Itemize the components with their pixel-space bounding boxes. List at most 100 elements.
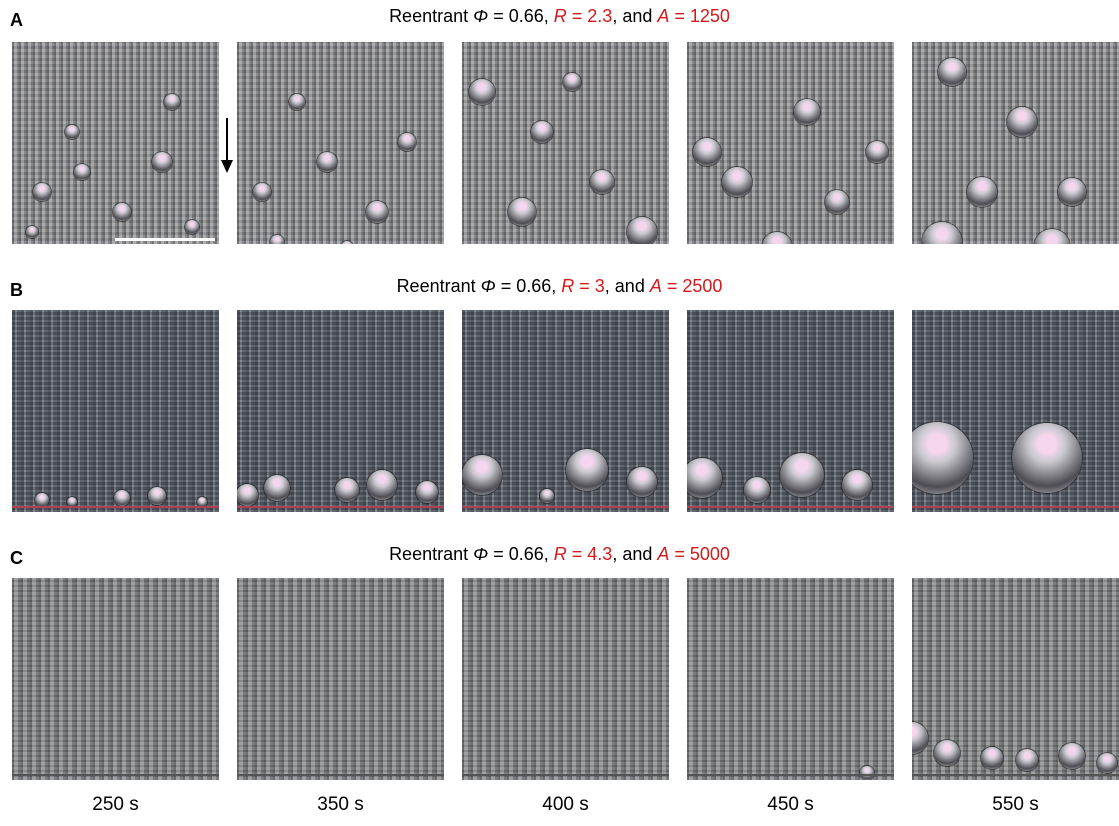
title-value: = 2500: [662, 276, 723, 296]
title-text: = 0.66,: [496, 276, 562, 296]
droplet: [1034, 229, 1070, 244]
droplet: [563, 73, 581, 91]
photo: [687, 42, 894, 244]
photo: [912, 310, 1119, 512]
droplet: [825, 190, 849, 214]
droplet: [341, 241, 353, 244]
droplet: [967, 177, 997, 207]
baseline: [12, 506, 219, 508]
droplet: [722, 167, 752, 197]
photo: [912, 42, 1119, 244]
droplet: [938, 58, 966, 86]
photo: [12, 42, 219, 244]
droplet: [531, 121, 553, 143]
photo: [12, 310, 219, 512]
time-label: 450 s: [687, 794, 894, 816]
droplet: [74, 164, 90, 180]
droplet: [26, 226, 38, 238]
droplet: [922, 222, 962, 244]
baseline: [462, 506, 669, 508]
photo: [912, 578, 1119, 780]
droplet: [113, 203, 131, 221]
title-symbol: R: [554, 6, 567, 26]
baseline: [912, 774, 1119, 776]
droplet: [1058, 178, 1086, 206]
title-text: = 0.66,: [488, 544, 554, 564]
droplet: [508, 198, 536, 226]
droplet: [762, 232, 792, 244]
droplet: [367, 470, 397, 500]
droplet: [416, 481, 438, 503]
title-symbol: A: [657, 6, 669, 26]
title-text: , and: [612, 6, 657, 26]
droplet: [237, 484, 258, 506]
title-text: Reentrant: [389, 6, 473, 26]
photo: [687, 310, 894, 512]
droplet: [566, 449, 608, 491]
baseline: [462, 774, 669, 776]
droplet: [627, 217, 657, 244]
photo: [687, 578, 894, 780]
droplet: [289, 94, 305, 110]
baseline: [687, 774, 894, 776]
title-symbol: Φ: [481, 276, 496, 296]
droplet: [164, 94, 180, 110]
droplet: [1012, 423, 1082, 493]
droplet: [866, 141, 888, 163]
title-value: = 4.3: [567, 544, 613, 564]
title-value: = 2.3: [567, 6, 613, 26]
photo: [237, 310, 444, 512]
droplet: [794, 99, 820, 125]
droplet: [540, 489, 554, 503]
title-value: = 1250: [669, 6, 730, 26]
droplet: [912, 422, 973, 494]
baseline: [687, 506, 894, 508]
title-symbol: A: [657, 544, 669, 564]
droplet: [270, 235, 284, 244]
title-value: = 5000: [669, 544, 730, 564]
baseline: [12, 774, 219, 776]
figure: {"panels": [ {"label": "A", "title": {"p…: [0, 0, 1119, 826]
droplet: [981, 747, 1003, 769]
droplet: [185, 220, 199, 234]
title-text: , and: [605, 276, 650, 296]
photo: [12, 578, 219, 780]
droplet: [590, 170, 614, 194]
droplet: [148, 487, 166, 505]
droplet: [744, 477, 770, 503]
panel-title: Reentrant Φ = 0.66, R = 3, and A = 2500: [0, 276, 1119, 297]
scale-bar: [115, 238, 215, 241]
time-label: 550 s: [912, 794, 1119, 816]
droplet: [842, 470, 872, 500]
title-value: = 3: [574, 276, 605, 296]
baseline: [237, 506, 444, 508]
droplet: [687, 458, 722, 498]
gravity-arrow: [220, 118, 234, 174]
time-label: 250 s: [12, 794, 219, 816]
title-symbol: R: [554, 544, 567, 564]
title-text: Reentrant: [389, 544, 473, 564]
baseline: [237, 774, 444, 776]
droplet: [1059, 743, 1085, 769]
droplet: [152, 152, 172, 172]
droplet: [1007, 107, 1037, 137]
panel-title: Reentrant Φ = 0.66, R = 2.3, and A = 125…: [0, 6, 1119, 27]
droplet: [317, 152, 337, 172]
title-text: Reentrant: [397, 276, 481, 296]
droplet: [1016, 749, 1038, 771]
title-text: , and: [612, 544, 657, 564]
title-symbol: A: [650, 276, 662, 296]
droplet: [35, 493, 49, 507]
droplet: [253, 183, 271, 201]
photo: [237, 42, 444, 244]
title-symbol: Φ: [473, 544, 488, 564]
droplet: [398, 133, 416, 151]
droplet: [114, 490, 130, 506]
title-symbol: Φ: [473, 6, 488, 26]
droplet: [860, 766, 874, 780]
title-symbol: R: [561, 276, 574, 296]
droplet: [65, 125, 79, 139]
droplet: [1097, 753, 1117, 773]
title-text: = 0.66,: [488, 6, 554, 26]
droplet: [912, 722, 928, 754]
